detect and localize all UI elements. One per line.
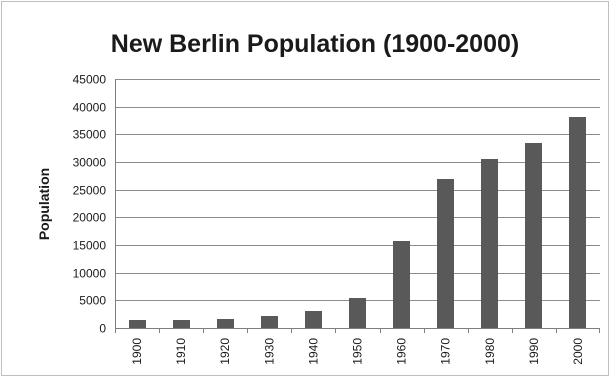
x-tick-labels: 1900 1910 1920 1930 1940 1950 1960 1970 1980 1990…	[130, 338, 585, 365]
bar-1950	[349, 298, 366, 328]
y-tick-label: 5000	[79, 294, 106, 308]
bar-1930	[261, 316, 278, 328]
y-tick-label: 20000	[73, 211, 107, 225]
chart-title: New Berlin Population (1900-2000)	[111, 30, 519, 58]
y-tick-label: 40000	[73, 101, 107, 115]
y-tick-label: 10000	[73, 267, 107, 281]
gridlines	[115, 79, 600, 301]
axes	[115, 79, 600, 333]
x-tick-label: 1930	[262, 338, 276, 365]
y-tick-label: 45000	[73, 73, 107, 87]
x-tick-label: 1960	[395, 338, 409, 365]
x-tick-label: 1920	[218, 338, 232, 365]
y-tick-label: 0	[99, 322, 106, 336]
bar-1960	[393, 241, 410, 328]
x-tick-label: 1910	[174, 338, 188, 365]
bar-1910	[173, 320, 190, 328]
x-tick-label: 1900	[130, 338, 144, 365]
y-tick-label: 25000	[73, 184, 107, 198]
y-tick-label: 35000	[73, 128, 107, 142]
y-axis-label: Population	[36, 168, 52, 240]
x-tick-label: 1950	[351, 338, 365, 365]
y-tick-label: 30000	[73, 156, 107, 170]
bar-1970	[437, 179, 454, 328]
bar-1990	[525, 143, 542, 328]
bars	[129, 117, 586, 328]
y-tick-labels: 0 5000 10000 15000 20000 25000 30000 35000 40000…	[73, 73, 107, 336]
x-tick-label: 1980	[483, 338, 497, 365]
bar-1900	[129, 320, 146, 328]
x-tick-label: 2000	[571, 338, 585, 365]
bar-1980	[481, 159, 498, 328]
x-tick-label: 1990	[527, 338, 541, 365]
bar-1940	[305, 311, 322, 328]
y-tick-label: 15000	[73, 239, 107, 253]
x-tick-label: 1970	[439, 338, 453, 365]
x-tick-label: 1940	[306, 338, 320, 365]
bar-1920	[217, 319, 234, 328]
bar-2000	[569, 117, 586, 328]
